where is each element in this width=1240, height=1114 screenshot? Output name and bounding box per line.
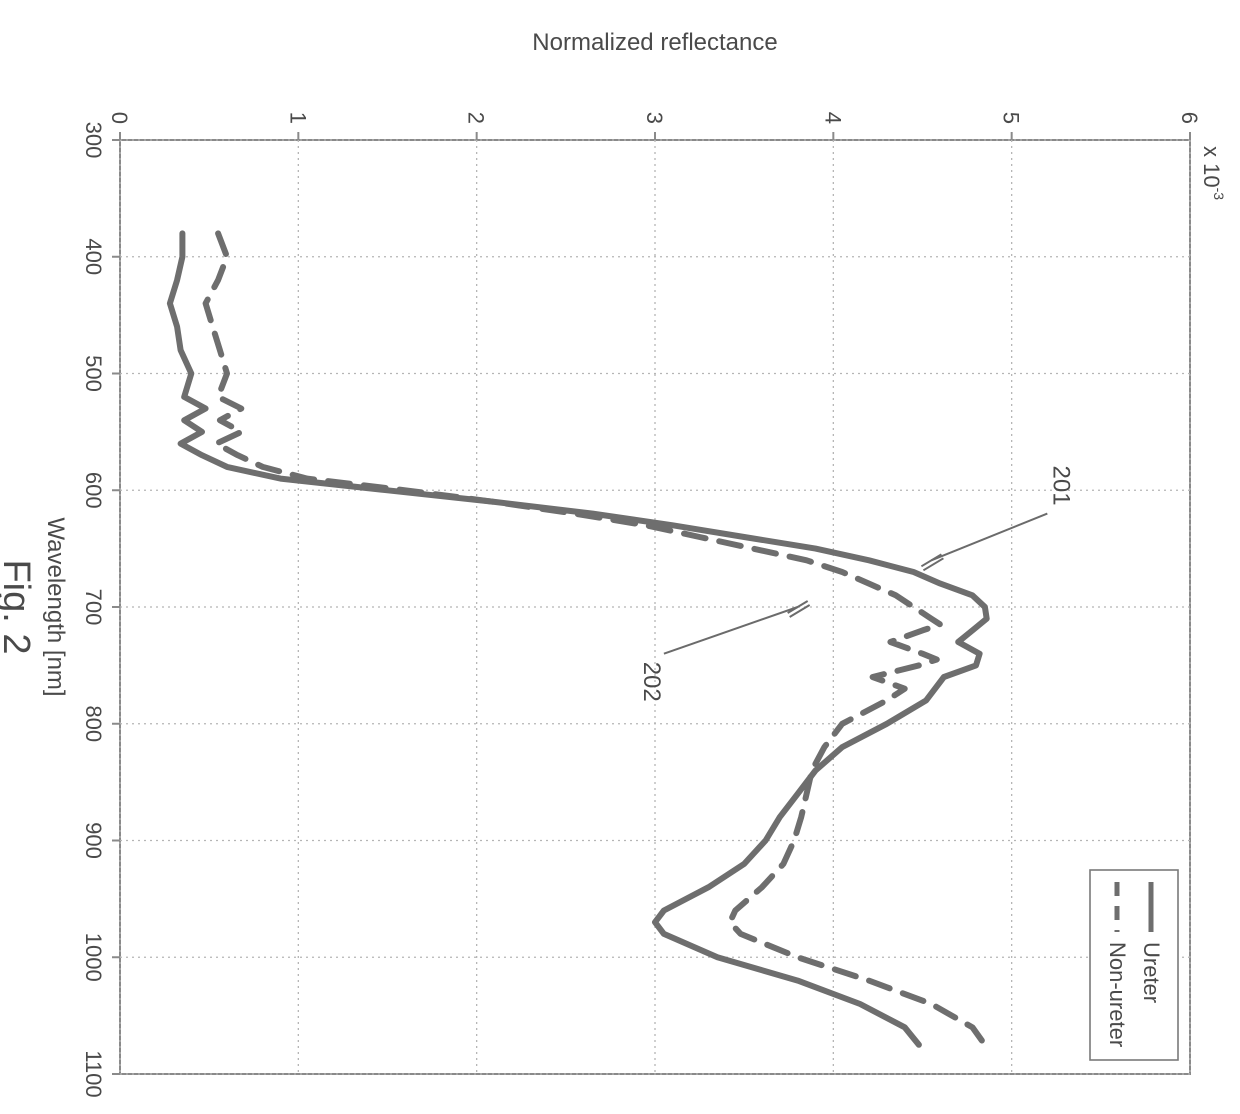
y-tick-label: 3: [642, 112, 667, 124]
callout-label: 202: [638, 662, 665, 702]
legend-label: Non-ureter: [1105, 942, 1130, 1047]
y-tick-label: 5: [999, 112, 1024, 124]
legend-label: Ureter: [1139, 942, 1164, 1003]
x-tick-label: 600: [81, 472, 106, 509]
x-tick-label: 500: [81, 355, 106, 392]
x-axis-label: Wavelength [nm]: [42, 517, 69, 696]
callout-label: 201: [1047, 466, 1074, 506]
x-tick-label: 900: [81, 822, 106, 859]
y-tick-label: 4: [820, 112, 845, 124]
x-tick-label: 800: [81, 705, 106, 742]
figure-caption: Fig. 2: [0, 559, 37, 654]
x-tick-label: 400: [81, 238, 106, 275]
x-tick-label: 300: [81, 122, 106, 159]
legend-box: [1090, 870, 1178, 1060]
y-tick-label: 1: [285, 112, 310, 124]
reflectance-chart: 300 400 500 600 700 800 900 1000 1100 0 1 2 3 4 5 6 Wave…: [0, 0, 1240, 1114]
figure-stage: 300 400 500 600 700 800 900 1000 1100 0 1 2 3 4 5 6 Wave…: [0, 0, 1240, 1114]
y-tick-label: 0: [107, 112, 132, 124]
y-axis-label: Normalized reflectance: [532, 29, 777, 56]
y-tick-label: 6: [1177, 112, 1202, 124]
x-tick-label: 1100: [81, 1050, 106, 1097]
y-tick-label: 2: [464, 112, 489, 124]
x-tick-label: 1000: [81, 933, 106, 982]
x-tick-label: 700: [81, 589, 106, 626]
